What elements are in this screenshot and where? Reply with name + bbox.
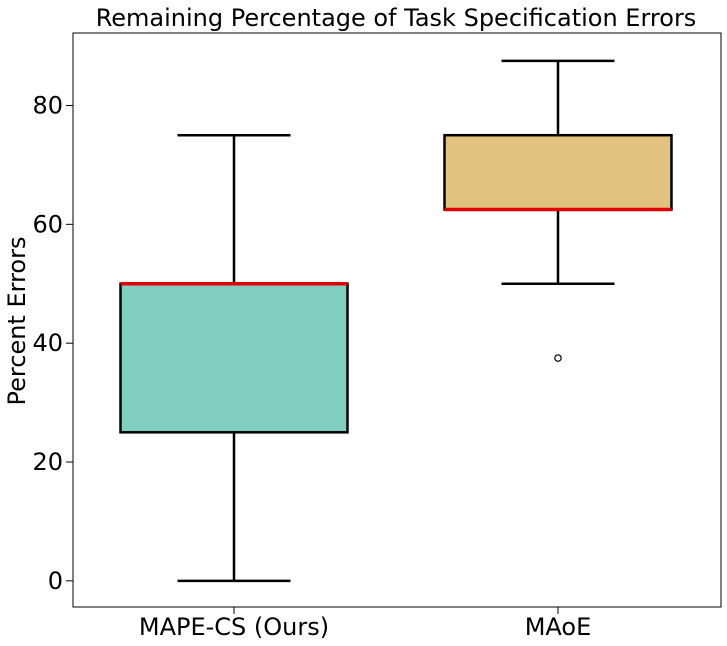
y-tick-label: 60 — [32, 210, 63, 238]
y-axis-label: Percent Errors — [3, 237, 31, 406]
box-iqr — [119, 282, 349, 434]
x-tick-label: MAPE-CS (Ours) — [139, 613, 329, 641]
box-iqr — [443, 133, 673, 211]
y-tick-label: 80 — [32, 91, 63, 119]
y-tick-label: 40 — [32, 329, 63, 357]
chart-title: Remaining Percentage of Task Specificati… — [96, 4, 697, 32]
box-group — [443, 59, 673, 362]
y-tick-label: 20 — [32, 448, 63, 476]
plot-area: 0 20 40 60 80 MAPE-CS (Ours) MAoE — [32, 59, 673, 641]
x-tick-label: MAoE — [525, 613, 592, 641]
outlier-point — [554, 354, 562, 362]
plot-frame — [72, 32, 722, 608]
y-tick-label: 0 — [48, 567, 63, 595]
box-group — [119, 133, 349, 583]
